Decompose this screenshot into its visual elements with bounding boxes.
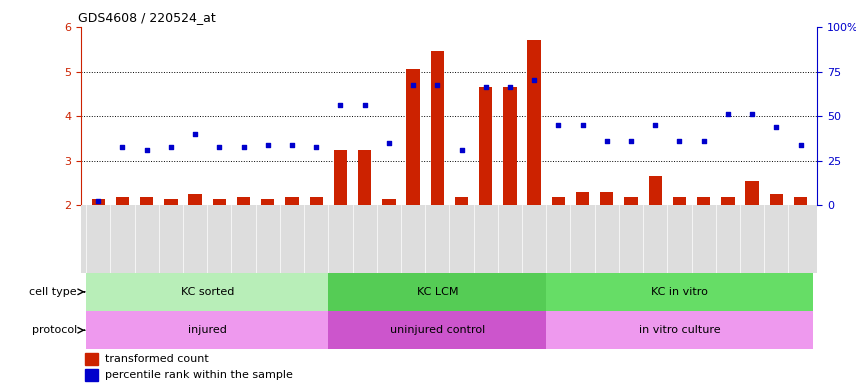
- Point: [358, 102, 372, 108]
- Bar: [479, 87, 492, 205]
- Bar: [552, 197, 565, 205]
- Point: [770, 124, 783, 131]
- Point: [92, 198, 105, 204]
- Point: [309, 144, 323, 151]
- Point: [212, 144, 226, 151]
- Point: [648, 122, 662, 128]
- Point: [407, 82, 420, 88]
- Text: percentile rank within the sample: percentile rank within the sample: [105, 370, 293, 381]
- Point: [794, 142, 807, 148]
- Bar: [85, 353, 98, 365]
- Bar: [261, 199, 275, 205]
- Bar: [86, 311, 329, 349]
- Bar: [116, 197, 129, 205]
- Point: [455, 147, 468, 153]
- Point: [721, 111, 734, 117]
- Point: [431, 82, 444, 88]
- Point: [116, 144, 129, 151]
- Bar: [92, 199, 105, 205]
- Bar: [382, 199, 395, 205]
- Point: [479, 84, 492, 90]
- Bar: [407, 69, 419, 205]
- Bar: [546, 311, 812, 349]
- Text: injured: injured: [187, 325, 227, 335]
- Bar: [503, 87, 517, 205]
- Bar: [285, 197, 299, 205]
- Bar: [576, 192, 589, 205]
- Point: [576, 122, 590, 128]
- Text: KC sorted: KC sorted: [181, 287, 234, 297]
- Text: in vitro culture: in vitro culture: [639, 325, 720, 335]
- Bar: [85, 369, 98, 381]
- Point: [697, 137, 710, 144]
- Text: transformed count: transformed count: [105, 354, 209, 364]
- Point: [503, 84, 517, 90]
- Bar: [431, 51, 444, 205]
- Text: cell type: cell type: [29, 287, 77, 297]
- Point: [600, 137, 614, 144]
- Bar: [673, 197, 687, 205]
- Bar: [546, 273, 812, 311]
- Point: [237, 144, 251, 151]
- Bar: [164, 199, 177, 205]
- Bar: [212, 199, 226, 205]
- Point: [334, 102, 348, 108]
- Bar: [770, 194, 783, 205]
- Bar: [455, 197, 468, 205]
- Bar: [746, 181, 758, 205]
- Text: GDS4608 / 220524_at: GDS4608 / 220524_at: [78, 11, 216, 24]
- Point: [673, 137, 687, 144]
- Bar: [358, 150, 372, 205]
- Bar: [697, 197, 710, 205]
- Point: [624, 137, 638, 144]
- Bar: [794, 197, 807, 205]
- Bar: [600, 192, 614, 205]
- Bar: [140, 197, 153, 205]
- Point: [746, 111, 759, 117]
- Text: KC LCM: KC LCM: [417, 287, 458, 297]
- Point: [382, 140, 395, 146]
- Point: [551, 122, 565, 128]
- Bar: [527, 40, 541, 205]
- Point: [140, 147, 153, 153]
- Bar: [237, 197, 250, 205]
- Bar: [329, 311, 546, 349]
- Point: [527, 78, 541, 84]
- Text: uninjured control: uninjured control: [389, 325, 484, 335]
- Bar: [329, 273, 546, 311]
- Bar: [624, 197, 638, 205]
- Point: [261, 142, 275, 148]
- Point: [164, 144, 178, 151]
- Bar: [649, 176, 662, 205]
- Bar: [188, 194, 202, 205]
- Text: protocol: protocol: [32, 325, 77, 335]
- Bar: [722, 197, 734, 205]
- Bar: [310, 197, 323, 205]
- Text: KC in vitro: KC in vitro: [651, 287, 708, 297]
- Bar: [334, 150, 347, 205]
- Point: [188, 131, 202, 137]
- Point: [285, 142, 299, 148]
- Bar: [86, 273, 329, 311]
